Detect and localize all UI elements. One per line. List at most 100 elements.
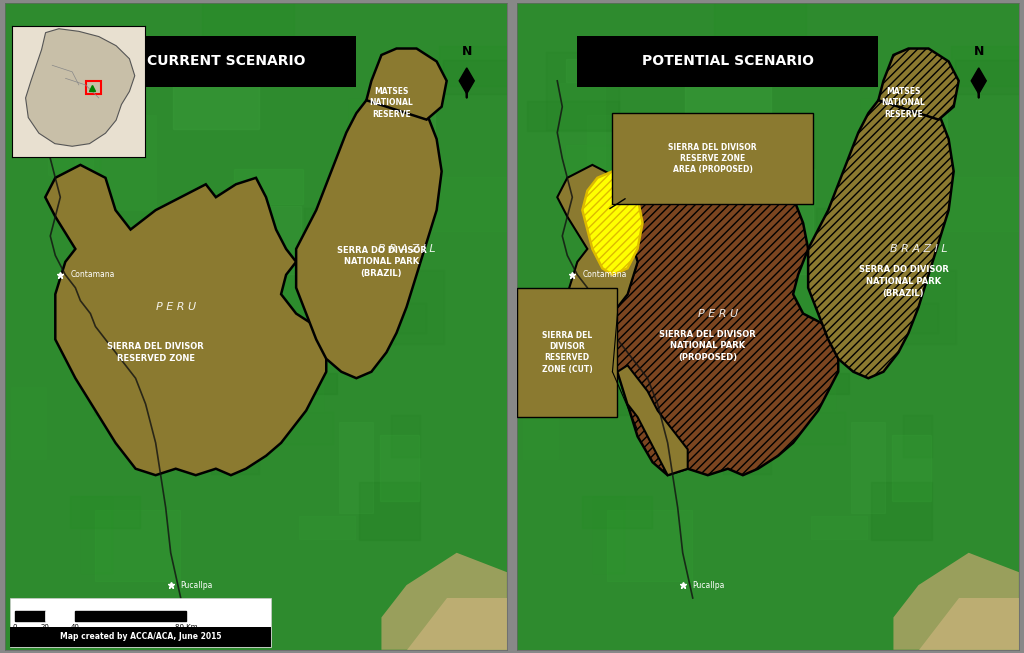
Bar [851,422,885,513]
Bar [685,85,770,129]
Polygon shape [407,598,507,650]
Bar [45,611,76,620]
Text: SIERRA DEL DIVISOR
RESERVED ZONE: SIERRA DEL DIVISOR RESERVED ZONE [108,342,204,363]
Text: 80 Km: 80 Km [174,624,197,630]
Bar [34,52,106,131]
Bar [893,101,947,143]
Polygon shape [367,48,446,119]
Bar [439,46,517,86]
Bar [593,497,625,573]
Polygon shape [893,552,1019,650]
Bar [866,270,956,344]
Bar [238,412,333,445]
Bar [730,206,812,274]
Bar [560,83,604,175]
Text: Pucallpa: Pucallpa [180,581,213,590]
Polygon shape [296,94,441,378]
Text: MATSES
NATIONAL
RESERVE: MATSES NATIONAL RESERVE [882,88,926,118]
Text: Contamana: Contamana [583,270,627,279]
Text: SIERRA DEL
DIVISOR
RESERVED
ZONE (CUT): SIERRA DEL DIVISOR RESERVED ZONE (CUT) [542,331,593,374]
Bar [94,320,177,415]
Polygon shape [617,365,688,475]
Bar [750,412,845,445]
Bar [329,311,375,338]
Bar [779,374,849,394]
Bar [75,116,156,210]
Bar [951,46,1024,86]
Bar [81,497,113,573]
Bar [723,409,771,474]
Bar [141,213,194,239]
Bar [15,611,45,620]
Polygon shape [607,159,839,475]
Bar [870,482,932,539]
Bar [523,387,558,459]
Bar [354,270,444,344]
Bar [816,208,900,279]
FancyBboxPatch shape [95,35,356,88]
Text: SERRA DO DIVISOR
NATIONAL PARK
(BRAZIL): SERRA DO DIVISOR NATIONAL PARK (BRAZIL) [858,265,948,298]
Text: Contamana: Contamana [71,270,115,279]
Bar [770,365,797,418]
Bar [860,121,918,190]
FancyBboxPatch shape [578,35,879,88]
Bar [172,298,212,327]
Text: SIERRA DEL DIVISOR
NATIONAL PARK
(PROPOSED): SIERRA DEL DIVISOR NATIONAL PARK (PROPOS… [659,330,756,362]
Text: Pucallpa: Pucallpa [692,581,725,590]
Text: 0: 0 [13,624,17,630]
FancyBboxPatch shape [517,288,617,417]
FancyBboxPatch shape [10,627,271,646]
Bar [349,99,384,153]
Bar [607,510,691,581]
Bar [893,435,931,501]
Bar [902,415,932,456]
Text: CURRENT SCENARIO: CURRENT SCENARIO [146,54,305,69]
Bar [76,611,185,620]
Bar [78,236,115,310]
Bar [267,374,337,394]
Bar [590,236,627,310]
Text: 40: 40 [71,624,80,630]
Bar [15,101,108,131]
Bar [684,298,724,327]
Bar [752,341,835,411]
Bar [861,99,896,153]
Text: MATSES
NATIONAL
RESERVE: MATSES NATIONAL RESERVE [370,88,414,118]
Bar [95,510,179,581]
Bar [869,303,938,333]
Bar [546,52,618,131]
Bar [48,83,92,175]
Text: B R A Z I L: B R A Z I L [890,244,947,254]
Polygon shape [879,48,958,119]
Bar [304,208,388,279]
Bar [348,121,406,190]
Bar [381,101,435,143]
Polygon shape [381,552,507,650]
Bar [443,60,527,94]
Bar [819,271,907,345]
Polygon shape [45,165,327,475]
Text: SIERRA DEL DIVISOR
RESERVE ZONE
AREA (PROPOSED): SIERRA DEL DIVISOR RESERVE ZONE AREA (PR… [669,143,757,174]
Bar [653,213,706,239]
Bar [775,279,820,325]
Bar [11,387,46,459]
FancyBboxPatch shape [10,598,271,646]
Bar [390,415,420,456]
Text: Map created by ACCA/ACA, June 2015: Map created by ACCA/ACA, June 2015 [59,632,221,641]
Bar [258,365,285,418]
Text: P E R U: P E R U [156,302,196,312]
Text: P E R U: P E R U [697,309,738,319]
Bar [233,168,303,204]
Polygon shape [583,171,643,275]
Bar [841,311,887,338]
Text: 20: 20 [41,624,50,630]
Bar [358,482,420,539]
FancyBboxPatch shape [612,113,813,204]
Bar [263,279,308,325]
Bar [936,178,1023,231]
Text: N: N [974,45,984,58]
Polygon shape [557,165,638,340]
Text: N: N [462,45,472,58]
Text: SERRA DO DIVISOR
NATIONAL PARK
(BRAZIL): SERRA DO DIVISOR NATIONAL PARK (BRAZIL) [337,246,426,278]
Bar [566,59,608,82]
